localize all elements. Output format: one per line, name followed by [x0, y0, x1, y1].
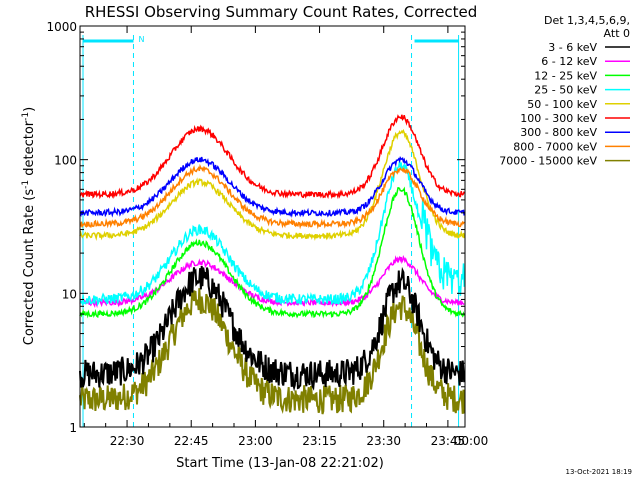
- plot-frame: [79, 25, 466, 428]
- series-line-6-12-: [79, 254, 465, 309]
- series-line-3-6-: [79, 265, 466, 392]
- x-tick-label: 22:45: [174, 434, 209, 448]
- y-axis-label: Corrected Count Rate (s-1 detector-1): [21, 107, 37, 345]
- legend-label: 25 - 50 keV: [534, 84, 597, 97]
- legend-label: 300 - 800 keV: [520, 126, 597, 139]
- legend-label: 12 - 25 keV: [534, 69, 597, 82]
- series-line-7000-15000-: [79, 288, 466, 415]
- series-line-50-100-: [79, 128, 465, 241]
- legend-label: 100 - 300 keV: [520, 112, 597, 125]
- y-tick-label: 1000: [46, 20, 77, 34]
- legend-label: 3 - 6 keV: [548, 41, 597, 54]
- x-tick-label: 23:15: [302, 434, 337, 448]
- y-label-main: Corrected Count Rate (s: [22, 189, 37, 346]
- flags: N: [82, 35, 460, 427]
- legend-label: 800 - 7000 keV: [513, 140, 597, 153]
- y-label-end: ): [22, 107, 37, 112]
- x-axis-label: Start Time (13-Jan-08 22:21:02): [176, 456, 384, 471]
- series-layer: [79, 114, 466, 415]
- y-tick-label: 1: [69, 421, 77, 435]
- legend-label: 6 - 12 keV: [541, 55, 597, 68]
- y-tick-label: 10: [62, 287, 77, 301]
- x-tick-label: 00:00: [454, 434, 489, 448]
- timestamp: 13-Oct-2021 18:19: [566, 468, 632, 476]
- series-line-12-25-: [79, 186, 465, 319]
- series-line-800-7000-: [79, 163, 465, 230]
- x-tick-label: 23:00: [238, 434, 273, 448]
- legend-header-1: Det 1,3,4,5,6,9,: [544, 14, 630, 27]
- legend-label: 7000 - 15000 keV: [499, 155, 597, 168]
- y-label-sup2: -1: [21, 112, 31, 121]
- x-tick-label: 22:30: [110, 434, 145, 448]
- series-line-300-800-: [79, 156, 465, 219]
- series-line-25-50-: [79, 161, 465, 307]
- x-tick-label: 23:30: [366, 434, 401, 448]
- legend-label: 50 - 100 keV: [527, 98, 597, 111]
- flag-label: N: [138, 35, 144, 44]
- legend-header-2: Att 0: [604, 27, 630, 40]
- x-tick-label: 23:45: [431, 434, 466, 448]
- y-label-mid: detector: [22, 120, 37, 180]
- series-line-100-300-: [79, 114, 465, 200]
- y-label-sup1: -1: [21, 180, 31, 189]
- chart-title: RHESSI Observing Summary Count Rates, Co…: [85, 3, 478, 21]
- y-tick-label: 100: [54, 154, 77, 168]
